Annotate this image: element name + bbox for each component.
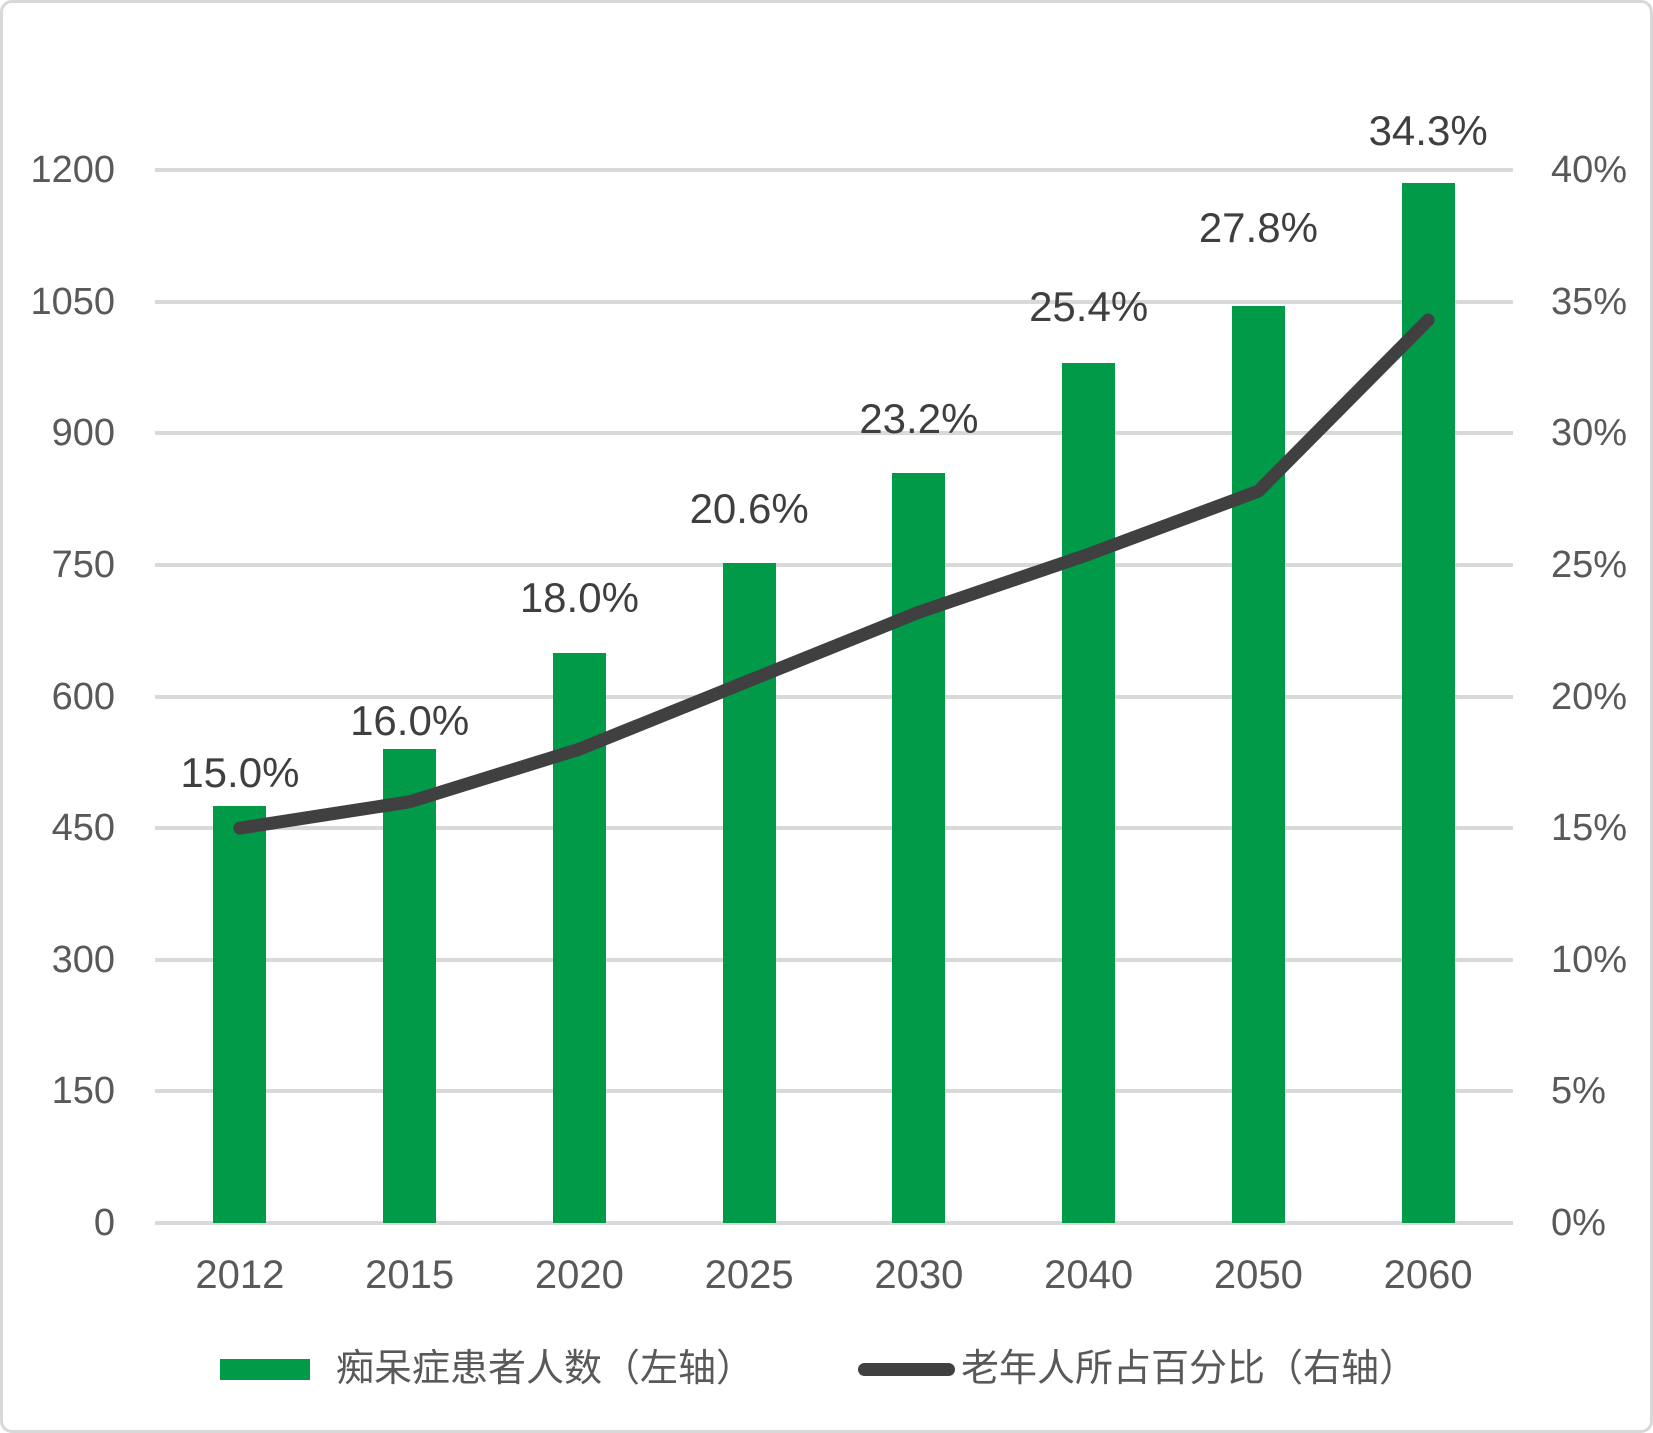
right-axis-tick: 0% — [1551, 1202, 1606, 1244]
gridline — [155, 826, 1513, 831]
legend-bar-label: 痴呆症患者人数（左轴） — [336, 1348, 755, 1390]
x-axis-label-2020: 2020 — [534, 1253, 624, 1297]
right-axis-tick: 40% — [1551, 149, 1628, 191]
left-axis-tick: 1200 — [30, 149, 115, 191]
left-axis-tick: 1050 — [30, 280, 115, 323]
x-axis-label-2015: 2015 — [365, 1253, 455, 1297]
x-axis-label-2040: 2040 — [1044, 1253, 1134, 1297]
x-axis-label-2050: 2050 — [1213, 1253, 1303, 1297]
gridline — [155, 168, 1513, 172]
data-label-2025: 20.6% — [689, 485, 809, 533]
left-axis-tick: 750 — [51, 543, 115, 586]
left-axis-tick: 600 — [51, 675, 115, 718]
right-axis-tick: 35% — [1551, 280, 1628, 323]
legend-item-line-series: 老年人所占百分比（右轴） — [858, 1347, 1417, 1391]
legend-item-bar-series: 痴呆症患者人数（左轴） — [220, 1347, 754, 1391]
gridline — [155, 694, 1513, 699]
data-label-2020: 18.0% — [519, 573, 639, 621]
x-axis-label-2030: 2030 — [874, 1253, 964, 1297]
bar-2050 — [1231, 306, 1285, 1223]
gridline — [155, 1221, 1513, 1225]
right-axis-tick: 15% — [1551, 807, 1628, 850]
data-label-2030: 23.2% — [859, 394, 979, 442]
right-axis-tick: 10% — [1551, 938, 1628, 981]
data-label-2060: 34.3% — [1368, 107, 1488, 155]
data-label-2040: 25.4% — [1029, 283, 1149, 331]
x-axis-label-2012: 2012 — [195, 1253, 285, 1297]
line-series-layer — [233, 313, 1435, 835]
right-axis-tick: 30% — [1551, 412, 1628, 455]
bar-2015 — [383, 749, 437, 1223]
bar-2040 — [1062, 363, 1116, 1223]
data-label-2015: 16.0% — [350, 697, 470, 745]
bar-2030 — [892, 472, 946, 1223]
left-axis-tick: 900 — [51, 412, 115, 455]
legend-line-swatch — [858, 1362, 955, 1376]
gridline — [155, 562, 1513, 567]
x-axis-label-2025: 2025 — [704, 1253, 794, 1297]
gridline — [155, 299, 1513, 304]
left-axis-tick: 300 — [51, 938, 115, 981]
x-axis-label-2060: 2060 — [1383, 1253, 1473, 1297]
gridline — [155, 431, 1513, 436]
legend-bar-swatch — [220, 1358, 310, 1380]
right-axis-tick: 5% — [1551, 1070, 1606, 1113]
bar-2012 — [213, 806, 267, 1223]
left-axis-tick: 150 — [51, 1070, 115, 1113]
right-axis-tick: 20% — [1551, 675, 1628, 718]
legend-line-label: 老年人所占百分比（右轴） — [961, 1348, 1418, 1390]
gridline — [155, 1089, 1513, 1094]
left-axis-tick: 0 — [93, 1202, 115, 1244]
data-label-2050: 27.8% — [1198, 204, 1318, 251]
data-label-2012: 15.0% — [180, 749, 300, 797]
bar-2060 — [1401, 183, 1455, 1223]
right-axis-tick: 25% — [1551, 543, 1628, 586]
gridline — [155, 957, 1513, 962]
elderly-percentage-trend-line — [233, 313, 1435, 835]
left-axis-tick: 450 — [51, 807, 115, 850]
